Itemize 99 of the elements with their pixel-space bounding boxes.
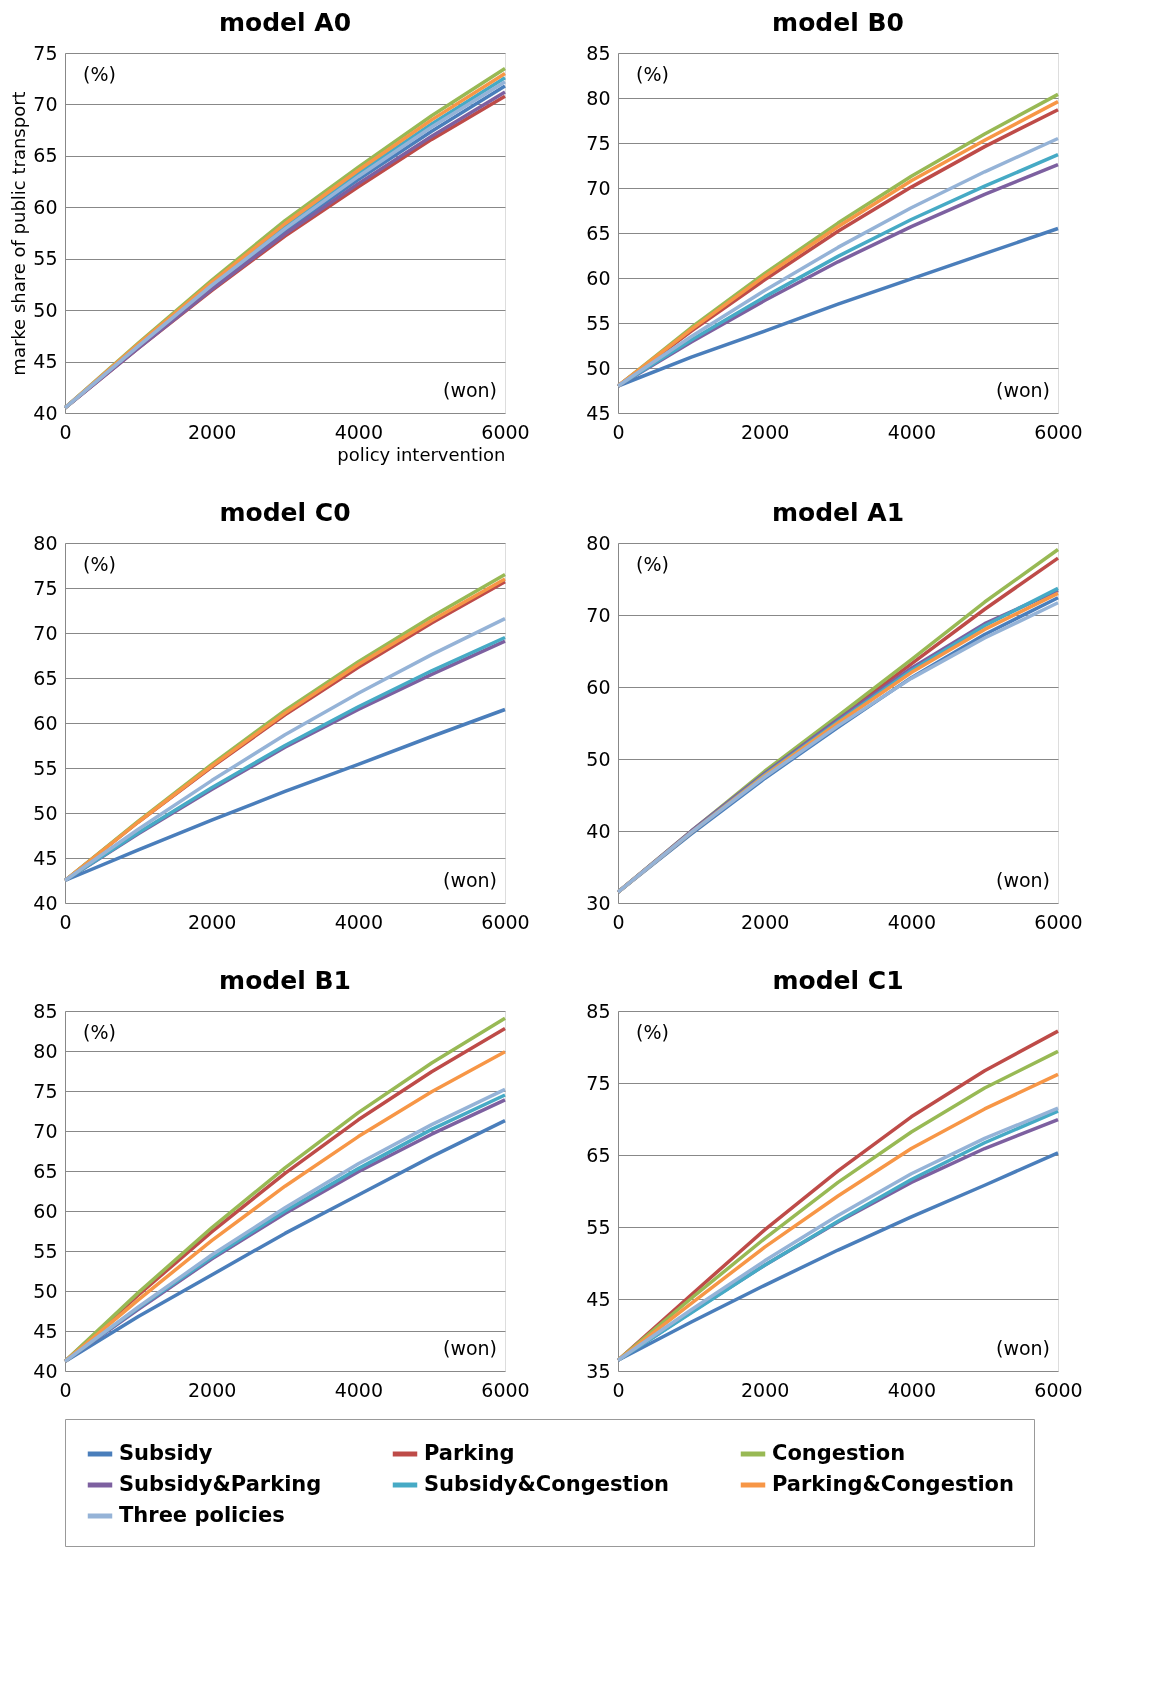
annotation: (%)	[83, 553, 116, 575]
y-tick-label: 60	[586, 675, 611, 698]
x-tick-label: 2000	[187, 910, 237, 933]
y-tick-label: 60	[586, 266, 611, 289]
chart-title: model B1	[219, 966, 351, 995]
x-tick-label: 6000	[1034, 420, 1083, 443]
y-tick-label: 40	[33, 1359, 58, 1382]
annotation: (%)	[83, 63, 116, 85]
y-tick-label: 80	[33, 531, 58, 554]
x-tick-label: 0	[612, 420, 625, 443]
y-tick-label: 55	[33, 247, 58, 270]
y-tick-label: 65	[33, 1159, 58, 1182]
y-tick-label: 45	[586, 401, 611, 424]
x-tick-label: 4000	[334, 1378, 384, 1401]
y-tick-label: 50	[33, 298, 58, 321]
y-tick-label: 75	[33, 576, 58, 599]
annotation: (%)	[83, 1021, 116, 1043]
x-tick-label: 2000	[740, 910, 790, 933]
y-tick-label: 75	[586, 1071, 611, 1094]
x-tick-label: 2000	[187, 420, 237, 443]
y-tick-label: 40	[586, 819, 611, 842]
y-tick-label: 55	[33, 756, 58, 779]
y-axis-title: marke share of public transport	[8, 91, 30, 376]
annotation: (%)	[636, 553, 669, 575]
y-tick-label: 30	[586, 891, 611, 914]
y-tick-label: 80	[586, 531, 611, 554]
y-tick-label: 70	[33, 92, 58, 115]
x-tick-label: 0	[59, 420, 72, 443]
y-tick-label: 55	[33, 1239, 58, 1262]
x-tick-label: 2000	[740, 1378, 790, 1401]
y-tick-label: 50	[586, 356, 611, 379]
x-tick-label: 6000	[1034, 1378, 1083, 1401]
annotation: (%)	[636, 63, 669, 85]
y-tick-label: 65	[586, 1143, 611, 1166]
x-tick-label: 0	[59, 910, 72, 933]
y-tick-label: 45	[33, 350, 58, 373]
y-tick-label: 50	[586, 747, 611, 770]
y-tick-label: 50	[33, 1279, 58, 1302]
y-tick-label: 70	[33, 621, 58, 644]
chart-title: model B0	[772, 8, 904, 37]
legend-label: Congestion	[772, 1441, 906, 1465]
annotation: (won)	[442, 869, 497, 891]
x-tick-label: 0	[612, 1378, 625, 1401]
x-tick-label: 0	[612, 910, 625, 933]
x-tick-label: 4000	[887, 910, 937, 933]
annotation: (won)	[995, 869, 1050, 891]
y-tick-label: 60	[33, 1199, 58, 1222]
x-tick-label: 0	[59, 1378, 72, 1401]
legend-label: Subsidy&Parking	[119, 1472, 322, 1496]
annotation: (won)	[442, 379, 497, 401]
y-tick-label: 85	[586, 41, 611, 64]
x-tick-label: 4000	[887, 420, 937, 443]
y-tick-label: 85	[33, 999, 58, 1022]
y-tick-label: 55	[586, 311, 611, 334]
y-tick-label: 70	[586, 603, 611, 626]
x-tick-label: 4000	[887, 1378, 937, 1401]
x-tick-label: 6000	[481, 420, 530, 443]
y-tick-label: 45	[586, 1287, 611, 1310]
x-tick-label: 4000	[334, 420, 384, 443]
y-tick-label: 80	[33, 1039, 58, 1062]
legend-label: Subsidy	[119, 1441, 213, 1465]
y-tick-label: 65	[586, 221, 611, 244]
x-tick-label: 4000	[334, 910, 384, 933]
annotation: (won)	[995, 379, 1050, 401]
x-axis-title: policy intervention	[337, 443, 506, 465]
legend-label: Parking&Congestion	[772, 1472, 1014, 1496]
y-tick-label: 70	[33, 1119, 58, 1142]
chart-title: model A0	[218, 8, 352, 37]
chart-title: model C0	[219, 498, 351, 527]
y-tick-label: 40	[33, 401, 58, 424]
y-tick-label: 65	[33, 666, 58, 689]
y-tick-label: 35	[586, 1359, 611, 1382]
x-tick-label: 6000	[481, 910, 530, 933]
legend-label: Subsidy&Congestion	[424, 1472, 670, 1496]
y-tick-label: 55	[586, 1215, 611, 1238]
chart-title: model A1	[771, 498, 905, 527]
y-tick-label: 70	[586, 176, 611, 199]
y-tick-label: 45	[33, 1319, 58, 1342]
legend-label: Three policies	[119, 1503, 285, 1527]
y-tick-label: 65	[33, 144, 58, 167]
annotation: (won)	[442, 1337, 497, 1359]
x-tick-label: 6000	[1034, 910, 1083, 933]
y-tick-label: 85	[586, 999, 611, 1022]
y-tick-label: 45	[33, 846, 58, 869]
x-tick-label: 6000	[481, 1378, 530, 1401]
y-tick-label: 75	[33, 1079, 58, 1102]
chart-title: model C1	[772, 966, 904, 995]
y-tick-label: 50	[33, 801, 58, 824]
x-tick-label: 2000	[187, 1378, 237, 1401]
x-tick-label: 2000	[740, 420, 790, 443]
annotation: (won)	[995, 1337, 1050, 1359]
y-tick-label: 80	[586, 86, 611, 109]
y-tick-label: 40	[33, 891, 58, 914]
y-tick-label: 75	[33, 41, 58, 64]
y-tick-label: 60	[33, 195, 58, 218]
legend-label: Parking	[424, 1441, 515, 1465]
y-tick-label: 75	[586, 131, 611, 154]
annotation: (%)	[636, 1021, 669, 1043]
y-tick-label: 60	[33, 711, 58, 734]
